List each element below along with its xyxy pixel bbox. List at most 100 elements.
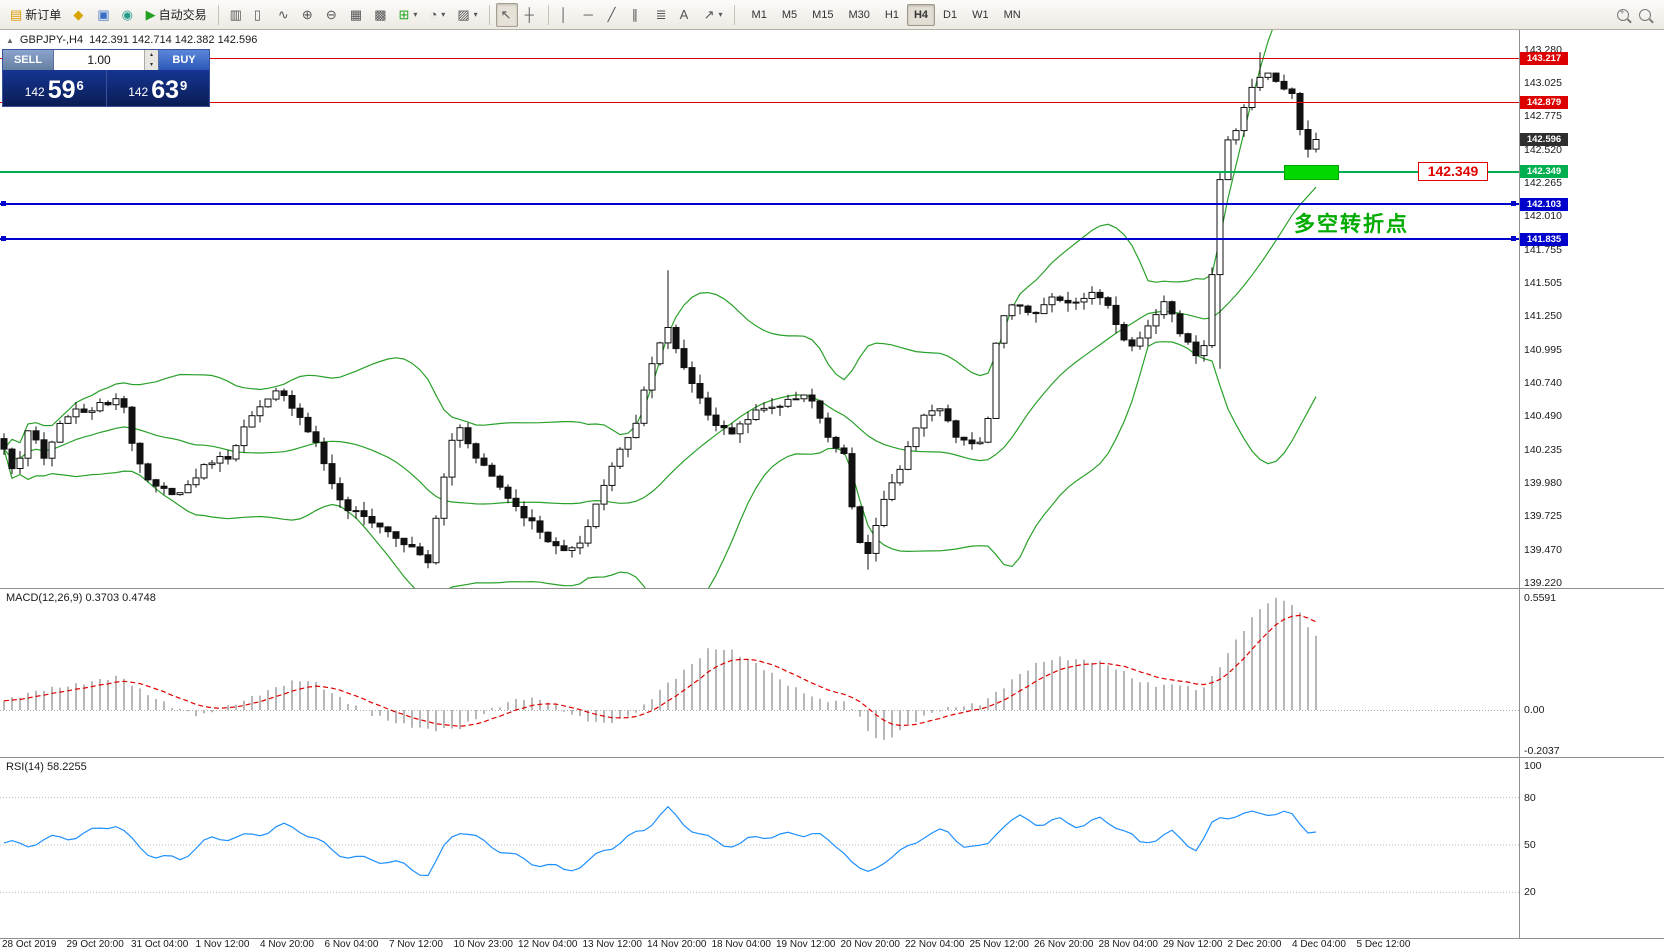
toolbar-separator — [217, 4, 219, 25]
pane-separator[interactable] — [0, 938, 1664, 939]
horizontal-line-icon-icon: ─ — [583, 7, 593, 22]
line-handle[interactable] — [1511, 236, 1516, 242]
macd-axis-tick: 0.00 — [1524, 704, 1545, 716]
macd-pane[interactable]: MACD(12,26,9) 0.3703 0.4748 — [0, 589, 1519, 757]
price-badge: 141.835 — [1520, 232, 1568, 246]
time-axis-label: 29 Oct 20:00 — [66, 939, 124, 950]
rsi-plot — [0, 797, 1519, 893]
volume-down-button[interactable]: ▾ — [145, 60, 158, 70]
vertical-line-icon-button[interactable]: │ — [555, 3, 577, 27]
timeframe-button-M30[interactable]: M30 — [842, 4, 877, 26]
line-handle[interactable] — [1, 201, 6, 207]
timeframe-button-H4[interactable]: H4 — [906, 3, 936, 26]
blue-horizontal-line[interactable] — [0, 203, 1519, 206]
sell-price[interactable]: 142 59 6 — [3, 70, 106, 106]
time-axis-label: 19 Nov 12:00 — [776, 939, 836, 950]
auto-trading-button-label: 自动交易 — [158, 8, 207, 22]
pane-separator[interactable] — [0, 757, 1664, 758]
timeframe-button-D1[interactable]: D1 — [936, 4, 964, 26]
blue-horizontal-line[interactable] — [0, 238, 1519, 241]
candlestick-chart-icon-button[interactable]: ▯ — [249, 3, 271, 27]
arrows-icon-icon: ↗ — [703, 7, 715, 22]
price-axis-border — [1519, 30, 1520, 938]
price-axis[interactable]: 143.217 142.879 142.349 142.103 141.835 142.5… — [1519, 0, 1664, 951]
bar-chart-icon-icon: ▥ — [229, 7, 242, 22]
tile-windows-icon-button[interactable]: ▦ — [345, 3, 367, 27]
price-axis-tick: 140.490 — [1524, 410, 1562, 422]
sell-button[interactable]: SELL — [3, 50, 53, 70]
time-axis-label: 1 Nov 12:00 — [195, 939, 250, 950]
fibonacci-icon-icon: ≣ — [655, 7, 667, 22]
market-watch-icon-button[interactable]: ▣ — [92, 3, 114, 27]
candlestick-chart-icon-icon: ▯ — [253, 7, 262, 22]
auto-trading-button[interactable]: ▶ 自动交易 — [141, 3, 212, 27]
text-icon-icon: A — [679, 7, 689, 22]
time-axis-label: 4 Nov 20:00 — [260, 939, 314, 950]
indicators-icon-button[interactable]: ⊞ ▾ — [394, 3, 423, 27]
zoom-in-icon-button[interactable]: ⊕ — [297, 3, 319, 27]
data-window-icon-icon: ◉ — [121, 7, 133, 22]
time-axis[interactable]: 28 Oct 2019 29 Oct 20:00 31 Oct 04:00 1 Nov… — [0, 939, 1664, 951]
price-badge: 142.103 — [1520, 197, 1568, 211]
crosshair-icon-icon: ┼ — [524, 7, 534, 22]
channel-icon-button[interactable]: ∥ — [627, 3, 649, 27]
bar-chart-icon-button[interactable]: ▥ — [225, 3, 247, 27]
time-axis-label: 28 Nov 04:00 — [1098, 939, 1159, 950]
candlestick-chart — [0, 30, 1320, 588]
chart-marker-icon: ▲ — [6, 35, 14, 45]
buy-price-big: 63 — [151, 76, 180, 104]
line-handle[interactable] — [1511, 201, 1516, 207]
line-handle[interactable] — [1, 236, 6, 242]
red-horizontal-line[interactable] — [0, 101, 1519, 103]
buy-button[interactable]: BUY — [159, 50, 209, 70]
current-price-badge: 142.596 — [1520, 133, 1568, 146]
horizontal-line-icon-button[interactable]: ─ — [579, 3, 601, 27]
turning-point-annotation[interactable]: 多空转折点 — [1294, 213, 1409, 237]
timeframe-button-H1[interactable]: H1 — [878, 4, 906, 26]
new-order-button[interactable]: ▤ 新订单 — [5, 3, 66, 27]
buy-price[interactable]: 142 63 9 — [106, 70, 209, 106]
trendline-icon-button[interactable]: ╱ — [603, 3, 625, 27]
main-chart-pane[interactable]: ▲ GBPJPY-,H4 142.391 142.714 142.382 142… — [0, 30, 1519, 588]
price-label-box[interactable]: 142.349 — [1418, 161, 1488, 181]
red-horizontal-line[interactable] — [0, 57, 1519, 59]
timeframe-button-M1[interactable]: M1 — [745, 4, 774, 26]
zoom-icon[interactable] — [1639, 8, 1651, 21]
volume-up-button[interactable]: ▴ — [145, 50, 158, 60]
symbol-info: GBPJPY-,H4 — [19, 34, 84, 46]
timeframe-button-W1[interactable]: W1 — [965, 4, 996, 26]
timeframe-button-M5[interactable]: M5 — [775, 4, 804, 26]
templates-icon-button[interactable]: ▨ ▾ — [452, 3, 482, 27]
timeframe-button-M15[interactable]: M15 — [805, 4, 840, 26]
price-axis-tick: 141.755 — [1524, 243, 1562, 256]
text-icon-button[interactable]: A — [675, 3, 697, 27]
price-axis-tick: 140.235 — [1524, 443, 1562, 456]
price-axis-tick: 139.980 — [1524, 477, 1562, 489]
fibonacci-icon-button[interactable]: ≣ — [651, 3, 673, 27]
cursor-icon-button[interactable]: ↖ — [495, 2, 518, 27]
time-axis-label: 26 Nov 20:00 — [1034, 939, 1094, 950]
volume-field[interactable]: 1.00 ▴ ▾ — [53, 50, 159, 70]
periods-icon-button[interactable]: ◔ ▾ — [424, 3, 450, 27]
highlight-rectangle[interactable] — [1284, 164, 1339, 180]
data-window-icon-button[interactable]: ◉ — [117, 3, 139, 27]
charts-stack-icon-button[interactable]: ◆ — [68, 3, 90, 27]
rsi-pane[interactable]: RSI(14) 58.2255 — [0, 758, 1519, 938]
timeframe-button-MN[interactable]: MN — [997, 4, 1028, 26]
sell-price-big: 59 — [47, 76, 76, 104]
time-axis-label: 25 Nov 12:00 — [969, 939, 1030, 950]
green-horizontal-line[interactable] — [0, 170, 1519, 173]
pane-separator[interactable] — [0, 588, 1664, 589]
arrows-icon-button[interactable]: ↗ ▾ — [699, 3, 728, 27]
crosshair-icon-button[interactable]: ┼ — [520, 3, 542, 27]
price-badge: 142.349 — [1520, 165, 1568, 179]
search-icon[interactable]: + — [1617, 7, 1629, 21]
zoom-out-icon-button[interactable]: ⊖ — [321, 3, 343, 27]
line-chart-icon-button[interactable]: ∿ — [273, 3, 295, 27]
caret-down-icon: ▾ — [413, 10, 418, 19]
time-axis-label: 12 Nov 04:00 — [518, 939, 578, 950]
arrange-windows-icon-button[interactable]: ▩ — [369, 3, 391, 27]
buy-price-sup: 9 — [180, 78, 188, 93]
rsi-axis-tick: 50 — [1524, 839, 1536, 851]
time-axis-label: 10 Nov 23:00 — [453, 939, 514, 950]
